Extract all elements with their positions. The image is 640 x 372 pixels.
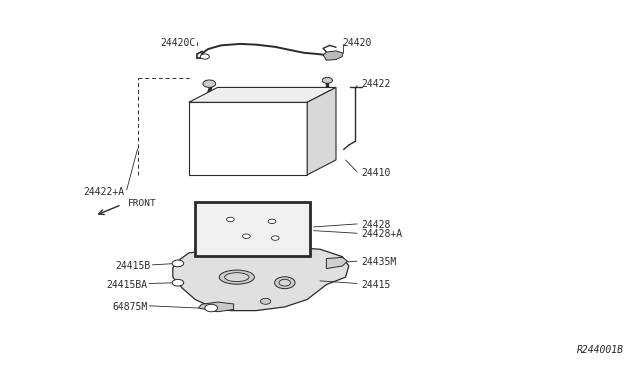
Circle shape — [172, 260, 184, 267]
Circle shape — [268, 219, 276, 224]
Text: 24422: 24422 — [362, 79, 391, 89]
Polygon shape — [189, 102, 307, 175]
Text: 24428+A: 24428+A — [362, 230, 403, 239]
Polygon shape — [307, 87, 336, 175]
Text: 24410: 24410 — [362, 168, 391, 178]
Text: 64875M: 64875M — [112, 302, 147, 312]
Text: R244001B: R244001B — [577, 345, 624, 355]
Circle shape — [227, 217, 234, 222]
Text: 24415B: 24415B — [115, 261, 150, 271]
Text: 24420C: 24420C — [160, 38, 195, 48]
Text: 24435M: 24435M — [362, 257, 397, 267]
Text: 24422+A: 24422+A — [84, 187, 125, 196]
Text: FRONT: FRONT — [128, 199, 157, 208]
Text: 24415: 24415 — [362, 280, 391, 289]
Polygon shape — [198, 302, 234, 312]
Circle shape — [172, 279, 184, 286]
Ellipse shape — [225, 273, 249, 282]
Text: 24415BA: 24415BA — [106, 280, 147, 289]
Circle shape — [260, 298, 271, 304]
Polygon shape — [323, 51, 342, 60]
Polygon shape — [173, 246, 349, 311]
Circle shape — [200, 54, 209, 59]
Polygon shape — [189, 87, 336, 102]
Circle shape — [203, 80, 216, 87]
Circle shape — [205, 304, 218, 312]
Circle shape — [243, 234, 250, 238]
Polygon shape — [326, 257, 348, 269]
Ellipse shape — [219, 270, 255, 284]
Text: 24420: 24420 — [342, 38, 372, 48]
Text: 24428: 24428 — [362, 220, 391, 230]
FancyBboxPatch shape — [195, 202, 310, 256]
Circle shape — [271, 236, 279, 240]
Circle shape — [322, 77, 333, 83]
Circle shape — [275, 277, 295, 289]
Circle shape — [279, 279, 291, 286]
